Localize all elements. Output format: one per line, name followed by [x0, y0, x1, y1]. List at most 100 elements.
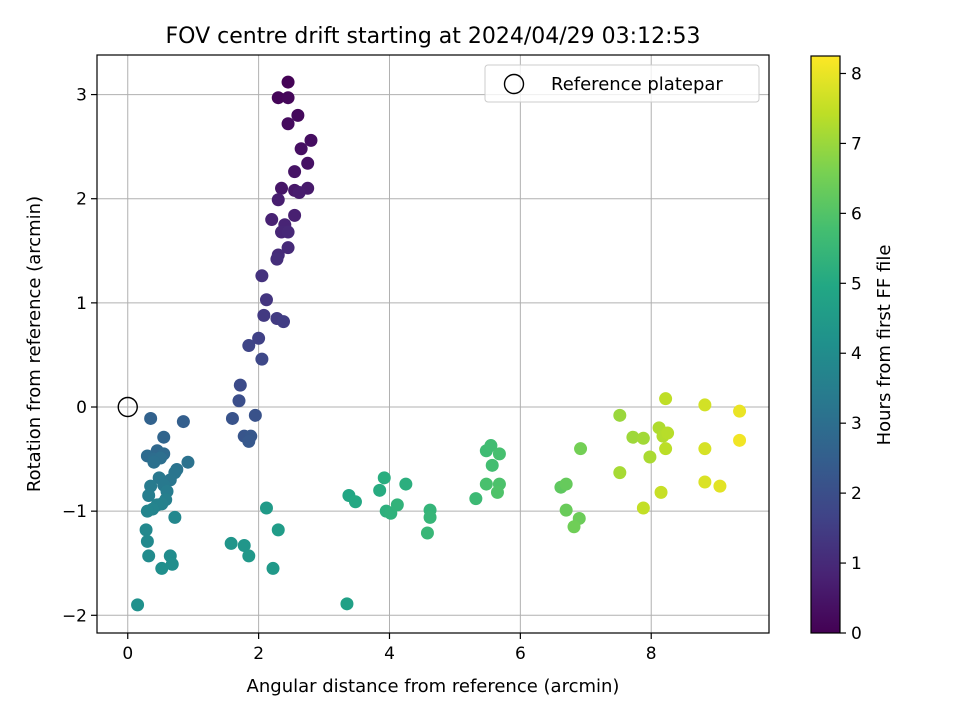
- scatter-points: [131, 75, 747, 612]
- data-point: [423, 510, 437, 524]
- plot-frame: [96, 54, 770, 634]
- y-tick-label: 0: [76, 398, 87, 418]
- data-point: [281, 117, 295, 131]
- x-tick-label: 2: [253, 644, 264, 664]
- data-point: [613, 466, 627, 480]
- colorbar-tick-label: 5: [851, 274, 862, 294]
- legend: Reference platepar: [484, 64, 760, 103]
- data-point: [485, 458, 499, 472]
- chart-title: FOV centre drift starting at 2024/04/29 …: [166, 24, 701, 49]
- reference-marker: [117, 396, 138, 418]
- data-point: [224, 536, 238, 550]
- colorbar-tick-label: 2: [851, 484, 862, 504]
- data-point: [281, 241, 295, 255]
- data-point: [275, 181, 289, 195]
- data-point: [399, 477, 413, 491]
- data-point: [567, 520, 581, 534]
- data-point: [257, 308, 271, 322]
- data-point: [168, 510, 182, 524]
- data-point: [373, 483, 387, 497]
- data-point: [147, 455, 161, 469]
- data-point: [157, 430, 171, 444]
- data-point: [294, 142, 308, 156]
- data-point: [259, 501, 273, 515]
- data-point: [144, 411, 158, 425]
- y-axis-ticks: −2 −1 0 1 2 3: [62, 86, 97, 626]
- colorbar-tick-label: 0: [851, 624, 862, 644]
- data-point: [288, 165, 302, 179]
- data-point: [225, 411, 239, 425]
- data-point: [142, 549, 156, 563]
- data-point: [492, 447, 506, 461]
- x-axis-ticks: 0 2 4 6 8: [122, 633, 657, 664]
- data-point: [266, 561, 280, 575]
- colorbar-gradient: [811, 56, 840, 633]
- x-tick-label: 0: [122, 644, 133, 664]
- x-tick-label: 6: [515, 644, 526, 664]
- data-point: [301, 156, 315, 170]
- data-point: [281, 225, 295, 239]
- data-point: [626, 430, 640, 444]
- data-point: [270, 252, 284, 266]
- data-point: [288, 208, 302, 222]
- y-tick-label: −2: [62, 606, 87, 626]
- data-point: [636, 501, 650, 515]
- data-point: [271, 193, 285, 207]
- colorbar-tick-label: 8: [851, 64, 862, 84]
- data-point: [276, 315, 290, 329]
- data-point: [559, 503, 573, 517]
- grid: [97, 55, 769, 633]
- data-point: [291, 108, 305, 122]
- data-point: [698, 442, 712, 456]
- y-tick-label: 2: [76, 190, 87, 210]
- data-point: [292, 185, 306, 199]
- data-point: [165, 557, 179, 571]
- data-point: [237, 539, 251, 553]
- data-point: [181, 455, 195, 469]
- y-axis-label: Rotation from reference (arcmin): [24, 196, 45, 492]
- x-tick-label: 8: [646, 644, 657, 664]
- data-point: [255, 269, 269, 283]
- data-point: [654, 485, 668, 499]
- legend-box: [484, 64, 760, 103]
- data-point: [176, 415, 190, 429]
- data-point: [131, 598, 145, 612]
- data-point: [479, 477, 493, 491]
- data-point: [248, 408, 262, 422]
- colorbar-label: Hours from first FF file: [874, 245, 895, 446]
- data-point: [255, 352, 269, 366]
- data-point: [140, 504, 154, 518]
- data-point: [698, 475, 712, 489]
- data-point: [490, 485, 504, 499]
- data-point: [140, 534, 154, 548]
- data-point: [661, 426, 675, 440]
- colorbar-tick-label: 4: [851, 344, 862, 364]
- data-point: [377, 471, 391, 485]
- colorbar: 0 1 2 3 4 5 6 7 8 Hours from first FF file: [810, 55, 895, 644]
- data-point: [574, 442, 588, 456]
- data-point: [713, 479, 727, 493]
- data-point: [242, 434, 256, 448]
- data-point: [469, 492, 483, 506]
- data-point: [643, 450, 657, 464]
- colorbar-ticks: 0 1 2 3 4 5 6 7 8: [840, 64, 862, 644]
- data-point: [733, 404, 747, 418]
- data-point: [559, 477, 573, 491]
- data-point: [281, 75, 295, 89]
- data-point: [281, 91, 295, 105]
- data-point: [613, 408, 627, 422]
- colorbar-tick-label: 6: [851, 204, 862, 224]
- y-tick-label: 3: [76, 86, 87, 106]
- colorbar-tick-label: 1: [851, 554, 862, 574]
- colorbar-tick-label: 7: [851, 134, 862, 154]
- data-point: [420, 526, 434, 540]
- data-point: [340, 597, 354, 611]
- data-point: [265, 213, 279, 227]
- data-point: [659, 392, 673, 406]
- data-point: [259, 293, 273, 307]
- data-point: [232, 394, 246, 408]
- y-tick-label: −1: [62, 502, 87, 522]
- x-axis-label: Angular distance from reference (arcmin): [247, 676, 620, 697]
- data-point: [271, 91, 285, 105]
